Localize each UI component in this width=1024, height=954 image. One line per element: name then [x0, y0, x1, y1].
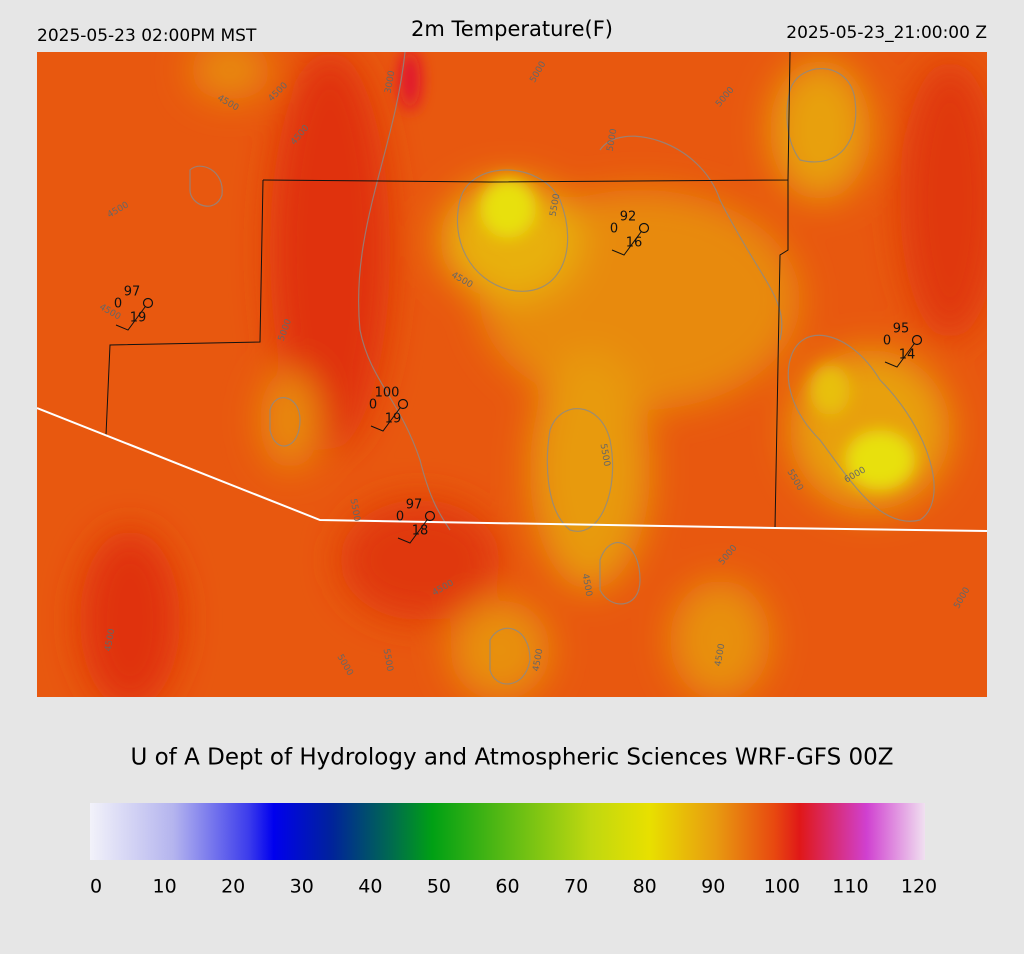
- wind-barb: [115, 306, 146, 331]
- station-temp: 97: [406, 498, 423, 513]
- station-left: 0: [396, 510, 404, 525]
- station-temp: 97: [124, 285, 141, 300]
- contour-label: 4500: [104, 628, 118, 653]
- title: 2m Temperature(F): [411, 17, 613, 41]
- valid-local: 2025-05-23 02:00PM MST: [37, 26, 257, 46]
- colorbar-tick-label: 60: [495, 876, 519, 898]
- station-temp: 92: [620, 210, 637, 225]
- station-circle: [397, 398, 409, 410]
- state-border: [37, 407, 987, 532]
- contour-label: 4500: [714, 643, 728, 668]
- station: 970 19: [114, 285, 154, 331]
- colorbar: [90, 803, 925, 860]
- colorbar-tick-label: 80: [633, 876, 657, 898]
- station-bottom: 19: [385, 412, 402, 427]
- colorbar-tick-label: 70: [564, 876, 588, 898]
- wind-barb: [884, 343, 915, 368]
- colorbar-tick-label: 90: [701, 876, 725, 898]
- station-temp: 95: [893, 322, 910, 337]
- contour-label: 4500: [580, 573, 594, 598]
- station: 920 16: [610, 210, 650, 256]
- station-bottom: 14: [899, 348, 916, 363]
- station-left: 0: [610, 222, 618, 237]
- colorbar-tick-label: 40: [358, 876, 382, 898]
- contour-label: 5500: [381, 648, 395, 673]
- colorbar-tick-label: 120: [901, 876, 937, 898]
- station-left: 0: [883, 334, 891, 349]
- colorbar-tick-label: 110: [832, 876, 868, 898]
- station-bottom: 19: [130, 311, 147, 326]
- footer: U of A Dept of Hydrology and Atmospheric…: [130, 745, 893, 771]
- station-circle: [142, 297, 154, 309]
- station-circle: [911, 334, 923, 346]
- map: 4500 4500 30004500450050005500500050005000…: [37, 52, 987, 697]
- station-left: 0: [369, 398, 377, 413]
- station-circle: [424, 510, 436, 522]
- station-circle: [638, 222, 650, 234]
- colorbar-tick-label: 20: [221, 876, 245, 898]
- colorbar-tick-label: 0: [90, 876, 102, 898]
- wind-barb: [370, 407, 401, 432]
- contour-label: 5000: [606, 128, 620, 153]
- colorbar-tick-label: 30: [290, 876, 314, 898]
- contour-label: 5500: [549, 193, 563, 218]
- wind-barb: [611, 231, 642, 256]
- colorbar-tick-label: 10: [152, 876, 176, 898]
- station: 970 18: [396, 498, 436, 544]
- borders: [105, 52, 791, 529]
- colorbar-tick-label: 50: [427, 876, 451, 898]
- station-temp: 100: [375, 386, 400, 401]
- valid-utc: 2025-05-23_21:00:00 Z: [786, 23, 987, 43]
- station: 950 14: [883, 322, 923, 368]
- contour-label: 4500: [532, 648, 546, 673]
- station-bottom: 16: [626, 236, 643, 251]
- colorbar-tick-label: 100: [764, 876, 800, 898]
- contour-label: 3000: [384, 70, 398, 95]
- contour-label: 5500: [348, 498, 362, 523]
- wind-barb: [397, 519, 428, 544]
- contour-label: 5500: [598, 443, 612, 468]
- station-bottom: 18: [412, 524, 429, 539]
- station-left: 0: [114, 297, 122, 312]
